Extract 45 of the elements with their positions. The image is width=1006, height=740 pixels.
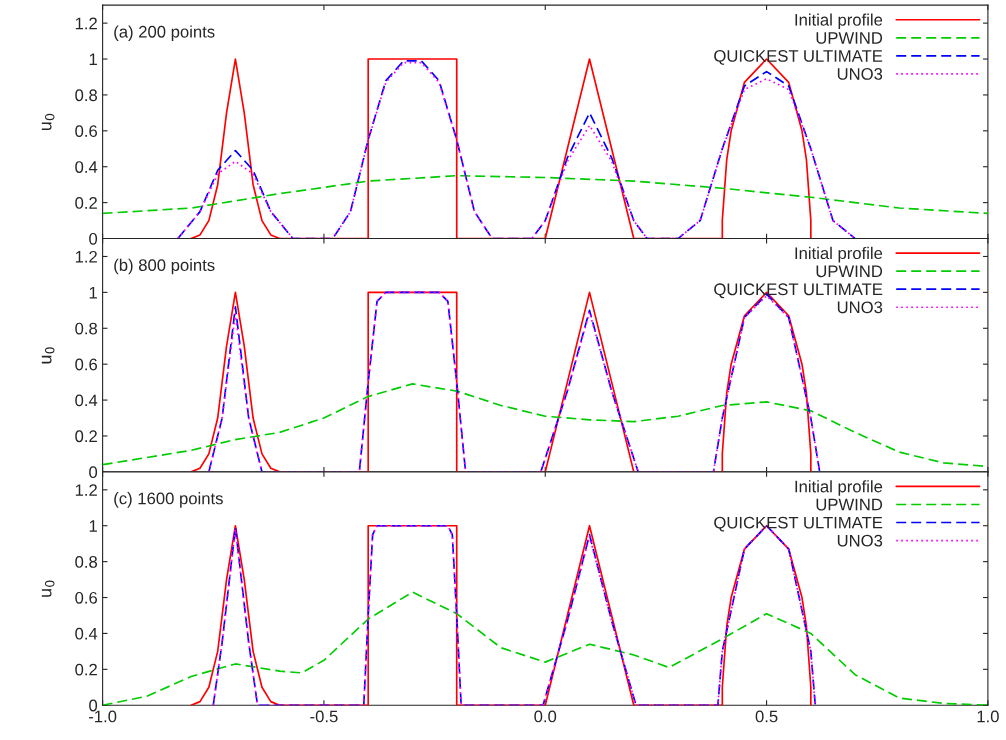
legend-label: UPWIND <box>816 265 883 278</box>
y-tick-label: 1.2 <box>75 484 97 496</box>
x-tick-label: -1.0 <box>88 710 117 723</box>
x-tick-label: 1.0 <box>977 710 999 723</box>
y-tick-label: 0.8 <box>75 556 98 568</box>
y-tick-label: 0 <box>89 699 98 712</box>
legend-label: UNO3 <box>837 68 883 80</box>
y-tick-label: 0.2 <box>75 663 97 676</box>
y-tick-label: 0 <box>89 466 98 479</box>
y-tick-label: 0.6 <box>75 358 98 371</box>
y-tick-label: 0.4 <box>75 627 98 640</box>
legend-label: UNO3 <box>837 534 883 547</box>
y-tick-label: 1 <box>89 53 97 66</box>
legend-label: QUICKEST ULTIMATE <box>714 516 883 532</box>
y-tick-label: 0.4 <box>75 394 98 407</box>
y-tick-label: 1.2 <box>75 250 97 263</box>
y-tick-label: 0.2 <box>75 430 97 443</box>
legend-label: UPWIND <box>816 32 883 44</box>
y-axis-title: u$_{0}$ <box>41 580 55 597</box>
y-axis-title: u$_{0}$ <box>41 113 55 131</box>
legend-label: Initial profile <box>795 246 883 263</box>
y-tick-label: 0.8 <box>75 89 98 102</box>
legend-label: QUICKEST ULTIMATE <box>714 283 883 299</box>
x-tick-label: 0.0 <box>534 710 557 723</box>
line-series <box>102 174 988 215</box>
legend-label: Initial profile <box>795 13 883 30</box>
y-axis-title: u$_{0}$ <box>41 347 55 364</box>
y-tick-label: 0.8 <box>75 322 98 335</box>
legend-label: UPWIND <box>816 498 883 511</box>
y-tick-label: 1 <box>89 286 97 299</box>
y-tick-label: 0.6 <box>75 591 98 604</box>
annotation: (b) 800 points <box>114 258 215 275</box>
x-tick-label: -0.5 <box>310 710 338 723</box>
y-tick-label: 0.6 <box>75 125 98 138</box>
y-tick-label: 1 <box>89 520 97 532</box>
annotation: (c) 1600 points <box>114 492 223 508</box>
legend-label: Initial profile <box>795 480 883 496</box>
x-tick-label: 0.5 <box>755 710 778 723</box>
legend-label: UNO3 <box>837 301 883 314</box>
y-tick-label: 0 <box>89 232 98 245</box>
legend-label: QUICKEST ULTIMATE <box>714 50 883 65</box>
annotation: (a) 200 points <box>114 25 215 41</box>
y-tick-label: 0.4 <box>75 161 98 173</box>
y-tick-label: 0.2 <box>75 197 97 209</box>
y-tick-label: 1.2 <box>75 17 97 30</box>
